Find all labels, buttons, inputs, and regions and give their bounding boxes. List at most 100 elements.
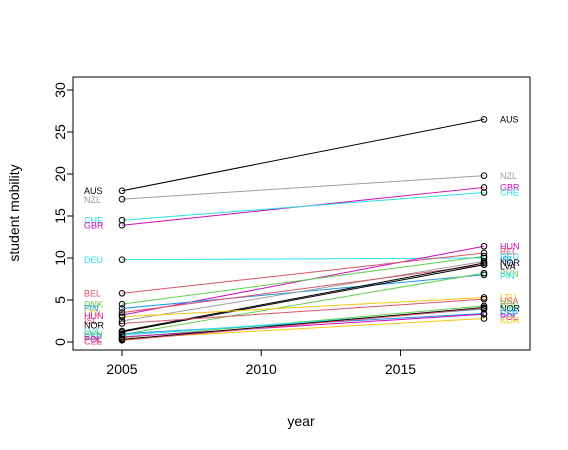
y-tick-label: 30 (52, 82, 68, 98)
data-point (118, 320, 126, 327)
series-line (121, 313, 485, 338)
data-point (118, 309, 126, 316)
data-point (480, 295, 488, 303)
left-point-label: BEL (84, 288, 101, 298)
series-line (121, 252, 485, 294)
right-point-label: SVN (500, 269, 519, 279)
series-line (121, 307, 485, 340)
series-aus (118, 116, 488, 195)
data-point (118, 300, 126, 308)
right-point-label: LVA (500, 262, 516, 272)
data-point (480, 261, 488, 269)
x-axis-title: year (287, 413, 315, 429)
series-bel (118, 249, 488, 297)
series-nzl (118, 172, 488, 203)
series-dnk (118, 253, 488, 308)
left-point-label: ISL (84, 316, 98, 326)
series-usa (118, 295, 488, 327)
y-tick-label: 20 (52, 166, 68, 182)
right-point-label: GBR (500, 183, 520, 193)
y-tick-label: 10 (52, 250, 68, 266)
data-point (118, 187, 126, 195)
right-point-label: POL (500, 299, 518, 309)
data-point (480, 269, 488, 277)
data-point (118, 337, 126, 344)
right-point-label: POL (500, 312, 518, 322)
series-line (121, 272, 485, 335)
right-point-label: CZE (500, 306, 518, 316)
data-point (118, 317, 126, 325)
right-point-label: KOR (500, 315, 520, 325)
y-tick-label: 25 (52, 124, 68, 140)
data-point (480, 249, 488, 257)
data-point (480, 116, 488, 123)
left-point-label: HUN (84, 311, 104, 321)
right-point-label: ESP (500, 309, 518, 319)
right-point-label: BEL (500, 246, 517, 256)
series-line (121, 255, 485, 305)
left-point-label: FIN (84, 304, 99, 314)
series-che (118, 189, 488, 224)
data-point (118, 313, 126, 321)
series-line (121, 257, 485, 261)
series-line (121, 260, 485, 322)
left-point-label: NZL (84, 195, 101, 205)
point-labels: AUSNZLCHEGBRDEUBELDNKFINLTUHUNISLNORLVAS… (84, 115, 521, 347)
left-point-label: ESP (84, 332, 102, 342)
data-point (118, 216, 126, 224)
left-point-label: AUS (84, 186, 103, 196)
left-point-label: DEU (84, 255, 103, 265)
data-point (118, 305, 126, 312)
right-point-label: IRL (500, 255, 514, 265)
data-point (118, 195, 126, 203)
data-point (480, 305, 488, 312)
right-point-label: AUS (500, 115, 519, 125)
left-point-label: NOR (84, 320, 105, 330)
y-axis-title: student mobility (6, 164, 22, 261)
right-point-label: NOR (500, 258, 521, 268)
x-tick-label: 2005 (106, 361, 137, 377)
series-line (121, 175, 485, 200)
y-tick-label: 5 (52, 296, 68, 304)
left-point-label: DNK (84, 299, 103, 309)
data-point (480, 242, 488, 250)
data-point (480, 253, 488, 260)
data-point (480, 189, 488, 196)
data-point (480, 315, 488, 322)
series-line (121, 264, 485, 314)
data-point (118, 331, 126, 339)
left-point-label: CZE (84, 337, 102, 347)
right-point-label: NZL (500, 171, 517, 181)
x-axis: 2005 2010 2015 (106, 349, 416, 377)
series-svk (118, 305, 488, 344)
left-point-label: LVA (84, 327, 100, 337)
right-point-label: LTU (500, 293, 516, 303)
series-line (121, 118, 485, 192)
series-layer (118, 116, 488, 344)
y-tick-label: 0 (52, 338, 68, 346)
series-line (121, 296, 485, 318)
right-point-label: USA (500, 296, 519, 306)
right-point-label: FIN (500, 271, 515, 281)
left-point-label: LTU (84, 308, 100, 318)
right-point-label: DEU (500, 251, 519, 261)
left-point-label: SVN (84, 330, 103, 340)
left-point-label: CHE (84, 215, 103, 225)
series-line (121, 264, 485, 333)
right-point-label: HUN (500, 241, 520, 251)
data-point (480, 184, 488, 191)
left-point-label: GBR (84, 220, 104, 230)
data-point (118, 289, 126, 297)
data-point (118, 221, 126, 229)
y-tick-label: 15 (52, 208, 68, 224)
series-line (121, 191, 485, 221)
series-line (121, 307, 485, 341)
x-tick-label: 2010 (246, 361, 277, 377)
series-line (121, 298, 485, 325)
right-point-label: CHE (500, 188, 519, 198)
data-point (480, 172, 488, 179)
left-point-label: POL (84, 335, 102, 345)
y-axis: 0 5 10 15 20 25 30 (52, 82, 74, 346)
x-tick-label: 2015 (385, 361, 416, 377)
